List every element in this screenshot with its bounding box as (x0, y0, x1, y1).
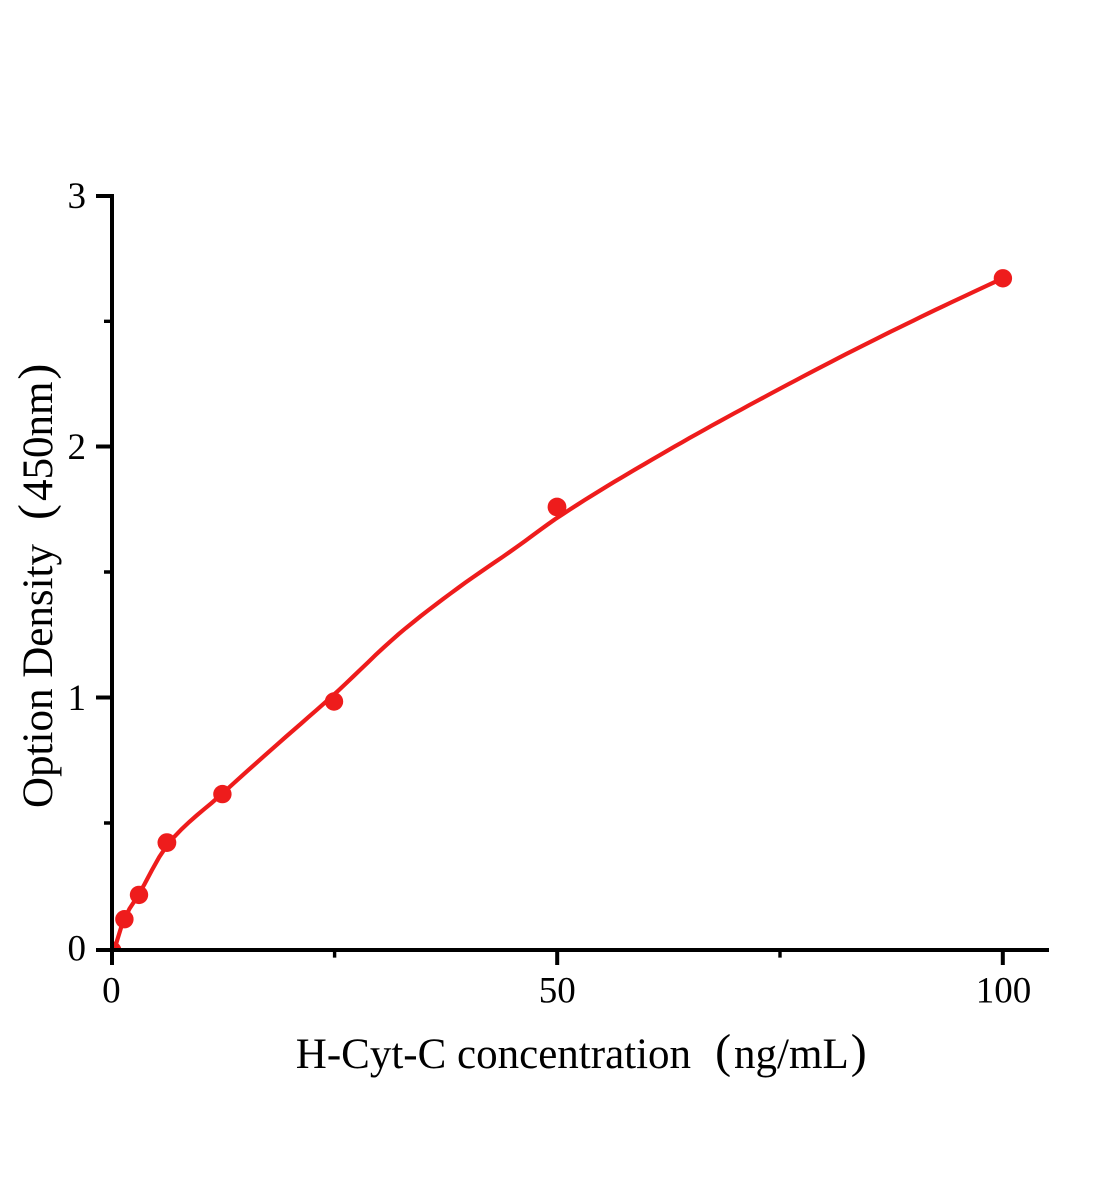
svg-text:3: 3 (68, 176, 87, 217)
svg-text:Option Density(450nm): Option Density(450nm) (9, 364, 62, 808)
svg-text:50: 50 (539, 971, 576, 1012)
svg-text:0: 0 (68, 929, 87, 970)
svg-text:0: 0 (102, 971, 121, 1012)
svg-text:H-Cyt-C concentration(ng/mL): H-Cyt-C concentration (ng/mL) (296, 1025, 867, 1078)
svg-text:2: 2 (68, 427, 87, 468)
svg-text:100: 100 (976, 971, 1032, 1012)
svg-text:1: 1 (68, 678, 87, 719)
